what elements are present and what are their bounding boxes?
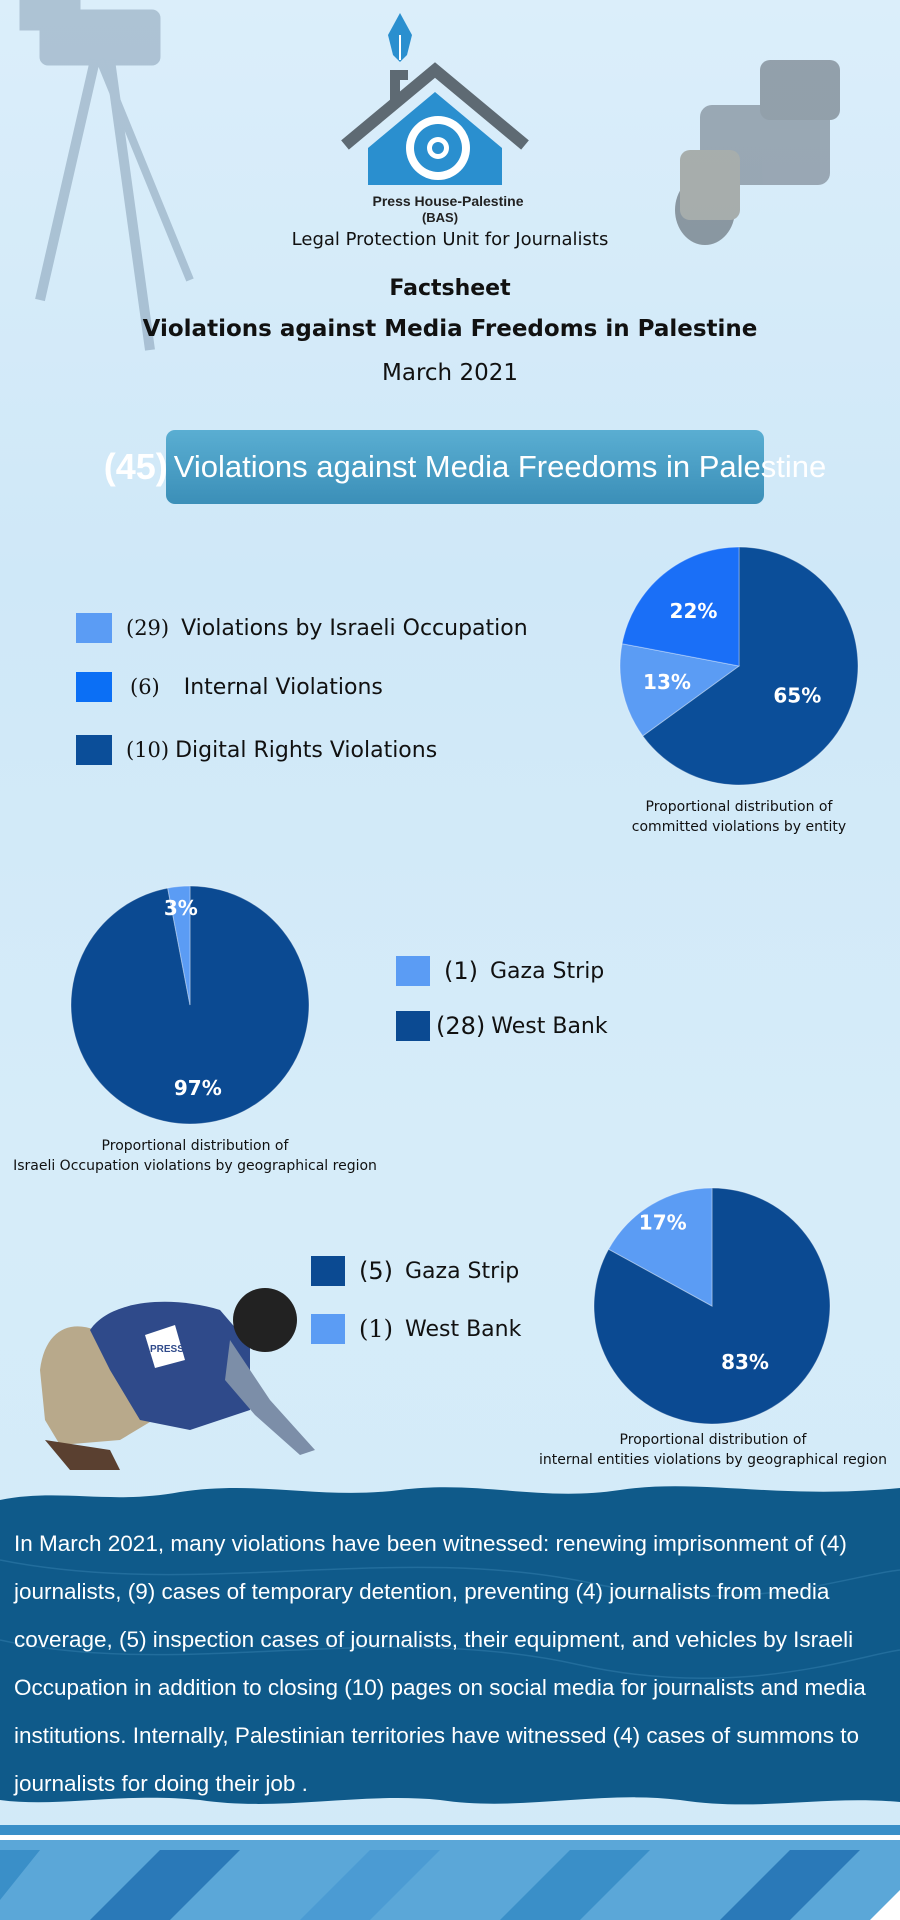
pie-slice [621,546,740,667]
caption-line: Israeli Occupation violations by geograp… [13,1158,377,1174]
pie-slice [593,1187,831,1425]
legend-swatch [396,956,430,986]
legend-count: (1) [359,1315,393,1343]
pie-data-label: 65% [773,684,821,708]
page-title: Violations against Media Freedoms in Pal… [142,316,758,342]
pie-data-label: 22% [670,599,718,623]
legend-label: West Bank [405,1316,522,1342]
legend-count: (6) [130,675,160,699]
legend-label: West Bank [491,1013,608,1039]
chart-caption-occupation-region: Proportional distribution of Israeli Occ… [10,1136,380,1176]
bottom-stripes [0,1825,900,1920]
legend-swatch [311,1256,345,1286]
bottom-wave [0,1486,900,1805]
pie-chart-entity: 65% 13% 22% [619,546,859,786]
chart-caption-internal-region: Proportional distribution of internal en… [528,1430,898,1470]
legend-count: (1) [444,957,478,985]
banner-text: Violations against Media Freedoms in Pal… [173,449,827,484]
caption-line: internal entities violations by geograph… [539,1452,887,1468]
pie-chart-occupation-region: 97% 3% [70,885,310,1125]
total-violations-banner: (45) Violations against Media Freedoms i… [104,430,826,504]
logo-name: Press House-Palestine [373,193,524,209]
camera-illustration [675,60,840,245]
pie-data-label: 17% [639,1211,687,1235]
pie-data-label: 13% [643,670,691,694]
caption-line: Proportional distribution of [619,1432,807,1448]
legend-label: Gaza Strip [490,958,605,984]
caption-line: Proportional distribution of [101,1138,289,1154]
svg-text:PRESS: PRESS [150,1344,184,1355]
pie-slice [607,1187,713,1307]
report-date: March 2021 [382,360,518,386]
legend-item: (1) West Bank [311,1314,521,1344]
journalist-illustration: PRESS [40,1288,315,1470]
legend-item: (28) West Bank [396,1011,608,1041]
legend-count: (29) [126,616,170,640]
legend-label: Gaza Strip [405,1258,520,1284]
legend-label: Digital Rights Violations [175,737,438,763]
legend-swatch [396,1011,430,1041]
pie-slice [167,885,191,1006]
legend-count: (5) [359,1257,393,1285]
pie-slice [642,546,859,786]
legend-label: Internal Violations [183,674,383,700]
pie-slice [619,643,741,737]
pie-data-label: 97% [174,1076,222,1100]
total-violations-number: (45) [103,446,168,487]
legend-swatch [311,1314,345,1344]
pie-data-label: 3% [164,896,198,920]
legend-swatch [76,613,112,643]
legend-count: (28) [436,1012,486,1040]
pie-chart-internal-region: 83% 17% [593,1187,831,1425]
legend-label: Violations by Israeli Occupation [181,615,528,641]
press-house-logo: Press House-Palestine (BAS) [341,13,529,225]
pie-data-label: 83% [721,1350,769,1374]
summary-paragraph: In March 2021, many violations have been… [14,1531,866,1796]
legend-swatch [76,672,112,702]
legend-item: (29) Violations by Israeli Occupation [76,613,528,643]
chart-caption-entity: Proportional distribution of committed v… [598,797,880,837]
pie-slice [70,885,310,1125]
caption-line: Proportional distribution of [645,799,833,815]
caption-line: committed violations by entity [631,819,847,835]
subtitle: Legal Protection Unit for Journalists [291,229,609,250]
title-factsheet: Factsheet [389,276,511,301]
legend-swatch [76,735,112,765]
legend-item: (5) Gaza Strip [311,1256,519,1286]
legend-item: (1) Gaza Strip [396,956,604,986]
tripod-camera-illustration [19,0,194,351]
legend-count: (10) [126,738,170,762]
legend-item: (6) Internal Violations [76,672,383,702]
legend-item: (10) Digital Rights Violations [76,735,437,765]
logo-abbr: (BAS) [422,210,458,225]
